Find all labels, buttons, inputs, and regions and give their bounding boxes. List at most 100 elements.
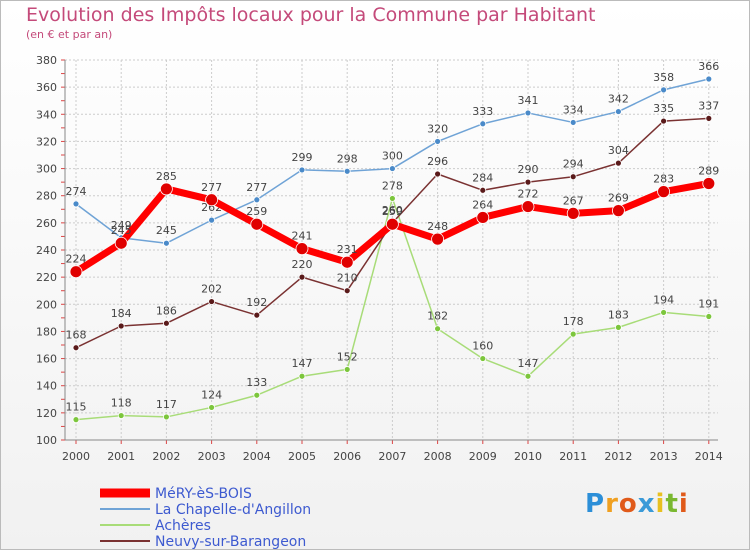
chart-subtitle: (en € et par an) (26, 28, 113, 41)
logo-letter: r (605, 489, 619, 519)
data-point (434, 170, 442, 178)
data-point (615, 108, 622, 115)
legend-label: MéRY-èS-BOIS (155, 486, 252, 502)
data-label: 117 (156, 398, 177, 411)
data-point (253, 391, 261, 399)
x-tick-label: 2003 (198, 450, 226, 463)
y-tick-label: 140 (36, 380, 57, 393)
data-point (295, 242, 309, 256)
data-label: 245 (156, 224, 177, 237)
data-label: 300 (382, 150, 403, 163)
chart-title: Evolution des Impôts locaux pour la Comm… (26, 4, 596, 26)
data-label: 245 (111, 224, 132, 237)
legend-item: Achères (100, 518, 211, 534)
y-tick-label: 200 (36, 298, 57, 311)
data-point (434, 138, 442, 145)
data-label: 290 (518, 163, 539, 176)
data-point (162, 319, 170, 327)
data-point (479, 120, 487, 128)
y-tick-label: 260 (36, 217, 57, 230)
data-label: 264 (472, 198, 493, 211)
data-point (72, 344, 80, 352)
data-label: 168 (66, 329, 87, 342)
logo-letter: i (655, 489, 666, 519)
data-label: 334 (563, 103, 584, 116)
data-point (340, 255, 354, 269)
data-label: 147 (292, 357, 313, 370)
data-point (162, 413, 170, 421)
series-me-ry-e-s-bois: 224 245 285 277 259 241 231 259 248 264 272 267 269 2… (66, 165, 719, 279)
data-label: 124 (201, 388, 222, 401)
y-tick-label: 380 (36, 54, 57, 67)
y-tick-label: 100 (36, 434, 57, 447)
legend-item: La Chapelle-d'Angillon (100, 502, 311, 518)
data-point (657, 185, 670, 199)
data-point (434, 325, 442, 333)
x-tick-label: 2002 (152, 450, 180, 463)
legend-label: Neuvy-sur-Barangeon (155, 534, 306, 550)
data-label: 210 (337, 272, 358, 285)
data-label: 191 (698, 298, 719, 311)
data-label: 178 (563, 315, 584, 328)
data-label: 341 (518, 94, 539, 107)
data-point (569, 330, 577, 338)
y-tick-label: 300 (36, 163, 57, 176)
data-point (343, 167, 351, 175)
data-label: 284 (472, 171, 493, 184)
data-point (208, 298, 216, 305)
data-point (524, 178, 532, 186)
data-label: 241 (292, 230, 313, 243)
data-point (660, 309, 667, 316)
data-label: 296 (427, 155, 448, 168)
data-label: 118 (111, 397, 132, 410)
data-label: 299 (292, 151, 313, 164)
data-label: 335 (653, 102, 674, 115)
data-label: 337 (698, 99, 719, 112)
data-label: 289 (698, 165, 719, 178)
data-label: 202 (201, 283, 222, 296)
data-point (524, 109, 532, 117)
data-point (431, 232, 445, 246)
y-tick-label: 220 (36, 271, 57, 284)
y-tick-label: 240 (36, 244, 57, 257)
data-point (479, 186, 487, 194)
logo-letter: x (637, 489, 656, 519)
series-ache-res: 115 118 117 124 133 147 152 278 182 160 147 178 183 1… (66, 179, 719, 424)
data-label: 272 (518, 188, 539, 201)
data-label: 182 (427, 310, 448, 323)
data-point (69, 265, 83, 279)
y-tick-label: 340 (36, 108, 57, 121)
data-label: 320 (427, 122, 448, 135)
proxiti-logo: Proxiti (585, 489, 689, 519)
data-label: 342 (608, 93, 629, 106)
y-tick-label: 280 (36, 190, 57, 203)
data-label: 115 (66, 401, 87, 414)
data-point (702, 177, 716, 190)
data-point (72, 200, 80, 208)
data-label: 283 (653, 173, 674, 186)
logo-letter: o (618, 489, 638, 519)
legend-label: La Chapelle-d'Angillon (155, 502, 311, 518)
data-point (566, 206, 580, 220)
data-label: 277 (201, 181, 222, 194)
data-point (117, 412, 125, 419)
data-point (253, 196, 261, 204)
data-label: 224 (66, 253, 87, 266)
logo-letter: i (678, 489, 689, 519)
data-point (705, 75, 713, 83)
data-label: 231 (337, 243, 358, 256)
data-point (343, 287, 351, 295)
data-point (569, 119, 577, 126)
x-tick-label: 2014 (695, 450, 723, 463)
x-tick-label: 2005 (288, 450, 316, 463)
data-point (615, 159, 622, 167)
data-label: 269 (608, 192, 629, 205)
x-tick-label: 2000 (62, 450, 90, 463)
data-label: 333 (472, 105, 493, 118)
data-point (72, 416, 80, 424)
data-point (524, 372, 532, 380)
legend-label: Achères (155, 518, 211, 534)
data-point (253, 311, 261, 319)
